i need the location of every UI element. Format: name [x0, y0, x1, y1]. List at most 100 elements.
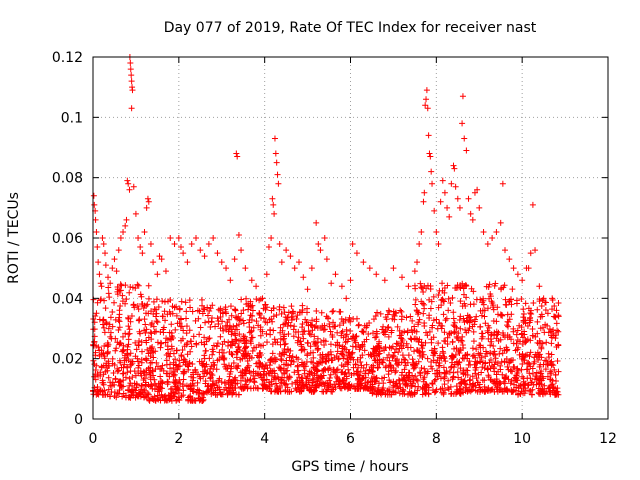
- data-point: [271, 367, 278, 374]
- data-point: [187, 385, 194, 392]
- data-point: [196, 387, 203, 394]
- data-point: [345, 366, 352, 373]
- data-point: [355, 385, 362, 392]
- data-point: [440, 311, 447, 318]
- data-point: [507, 358, 514, 365]
- data-point: [467, 301, 474, 308]
- data-point: [107, 280, 114, 287]
- data-point: [186, 359, 193, 366]
- data-point: [281, 341, 288, 348]
- data-point: [474, 186, 481, 193]
- data-point: [176, 357, 183, 364]
- data-point: [306, 330, 313, 337]
- data-point: [513, 300, 520, 307]
- data-point: [476, 352, 483, 359]
- data-point: [533, 353, 540, 360]
- data-point: [245, 303, 252, 310]
- data-point: [107, 314, 114, 321]
- data-point: [152, 313, 159, 320]
- data-point: [140, 368, 147, 375]
- data-point: [452, 284, 459, 291]
- data-point: [444, 340, 451, 347]
- data-point: [500, 378, 507, 385]
- data-point: [299, 331, 306, 338]
- data-point: [430, 293, 437, 300]
- data-point: [128, 389, 135, 396]
- data-point: [193, 235, 199, 241]
- data-point: [489, 235, 496, 241]
- data-point: [117, 303, 124, 310]
- data-point: [322, 338, 329, 345]
- data-point: [313, 318, 320, 325]
- data-point: [430, 352, 437, 359]
- data-point: [350, 364, 357, 371]
- data-point: [413, 307, 420, 314]
- data-point: [271, 210, 278, 217]
- data-point: [143, 204, 150, 211]
- data-point: [171, 393, 178, 400]
- data-point: [272, 150, 279, 157]
- data-point: [154, 319, 161, 326]
- data-point: [441, 189, 448, 196]
- data-point: [524, 382, 531, 389]
- data-point: [288, 303, 295, 310]
- data-point: [137, 390, 144, 397]
- data-point: [119, 370, 126, 377]
- data-point: [274, 374, 281, 381]
- data-point: [420, 378, 427, 385]
- data-point: [167, 235, 174, 241]
- x-tick-label: 0: [89, 431, 98, 447]
- data-point: [277, 365, 284, 372]
- data-point: [322, 353, 329, 360]
- data-point: [354, 356, 361, 363]
- data-point: [459, 93, 466, 100]
- data-point: [149, 349, 156, 356]
- data-point: [182, 358, 189, 365]
- data-point: [413, 376, 420, 383]
- data-point: [176, 320, 183, 327]
- data-point: [527, 250, 534, 257]
- data-point: [453, 383, 460, 390]
- data-point: [506, 359, 513, 366]
- data-point: [416, 352, 423, 359]
- data-point: [449, 338, 456, 345]
- data-point: [172, 326, 179, 333]
- data-point: [230, 360, 237, 367]
- data-point: [111, 256, 118, 263]
- data-point: [285, 375, 292, 382]
- data-point: [162, 317, 169, 324]
- data-point: [300, 274, 307, 281]
- data-point: [407, 344, 414, 351]
- data-point: [507, 380, 514, 387]
- data-point: [470, 328, 477, 335]
- data-point: [418, 228, 425, 235]
- data-point: [422, 102, 429, 109]
- data-point: [368, 353, 375, 360]
- data-point: [246, 368, 253, 375]
- data-point: [249, 348, 256, 355]
- data-point: [418, 364, 425, 371]
- data-point: [195, 315, 202, 322]
- data-point: [246, 319, 253, 326]
- data-point: [509, 286, 516, 293]
- data-point: [452, 183, 459, 190]
- data-point: [524, 323, 531, 330]
- data-point: [459, 303, 466, 310]
- data-point: [345, 336, 352, 343]
- data-point: [282, 340, 289, 347]
- data-point: [294, 312, 301, 319]
- data-point: [518, 353, 525, 360]
- data-point: [318, 373, 325, 380]
- data-point: [481, 365, 488, 372]
- data-point: [481, 307, 488, 314]
- y-tick-label: 0: [74, 412, 83, 428]
- data-point: [296, 374, 303, 381]
- data-point: [491, 332, 498, 339]
- data-point: [216, 349, 223, 356]
- data-point: [185, 363, 192, 370]
- data-point: [453, 333, 460, 340]
- data-point: [218, 259, 225, 266]
- data-point: [269, 350, 276, 357]
- data-point: [382, 390, 389, 397]
- data-point: [284, 367, 291, 374]
